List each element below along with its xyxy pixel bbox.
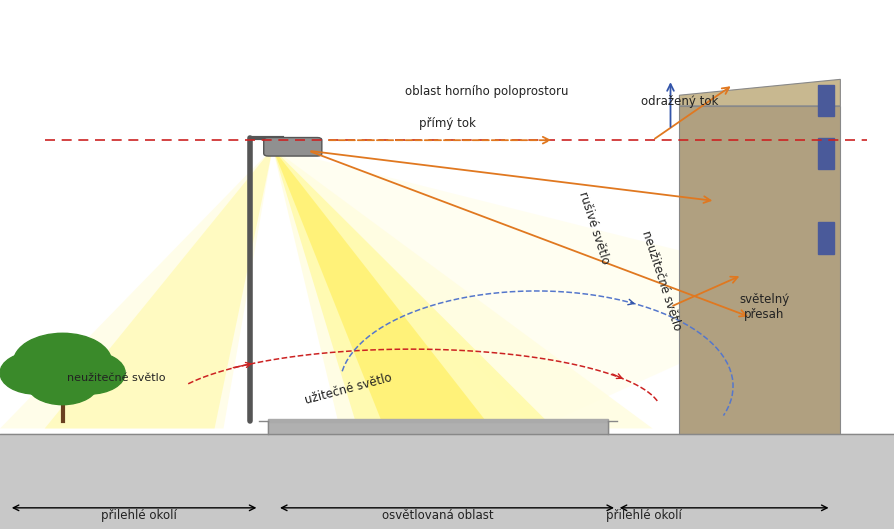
Circle shape — [54, 352, 125, 394]
Polygon shape — [679, 79, 840, 106]
Bar — [0, 0, 894, 434]
Text: světelný
přesah: světelný přesah — [739, 293, 789, 321]
Text: osvětlovaná oblast: osvětlovaná oblast — [383, 509, 493, 522]
Circle shape — [13, 333, 112, 391]
Text: odražený tok: odražený tok — [641, 95, 718, 108]
Text: přímý tok: přímý tok — [418, 116, 476, 130]
Bar — [818, 138, 834, 169]
Circle shape — [0, 352, 72, 394]
Bar — [818, 222, 834, 254]
Polygon shape — [273, 148, 653, 428]
Text: rušivé světlo: rušivé světlo — [577, 189, 612, 266]
Text: užitečné světlo: užitečné světlo — [304, 371, 393, 407]
Polygon shape — [273, 148, 554, 428]
Text: přilehlé okolí: přilehlé okolí — [101, 509, 176, 522]
Bar — [679, 106, 840, 434]
Polygon shape — [273, 148, 492, 428]
Text: neužitečné světlo: neužitečné světlo — [639, 229, 684, 332]
Polygon shape — [0, 148, 273, 428]
Polygon shape — [273, 148, 840, 428]
Polygon shape — [45, 148, 273, 428]
Circle shape — [27, 362, 98, 405]
FancyBboxPatch shape — [264, 138, 322, 156]
Bar — [268, 419, 608, 422]
Text: přilehlé okolí: přilehlé okolí — [606, 509, 681, 522]
Text: oblast horního poloprostoru: oblast horního poloprostoru — [406, 85, 569, 98]
Bar — [268, 421, 608, 434]
Bar — [818, 85, 834, 116]
Text: neužitečné světlo: neužitečné světlo — [67, 373, 165, 383]
Bar — [0, 434, 894, 529]
